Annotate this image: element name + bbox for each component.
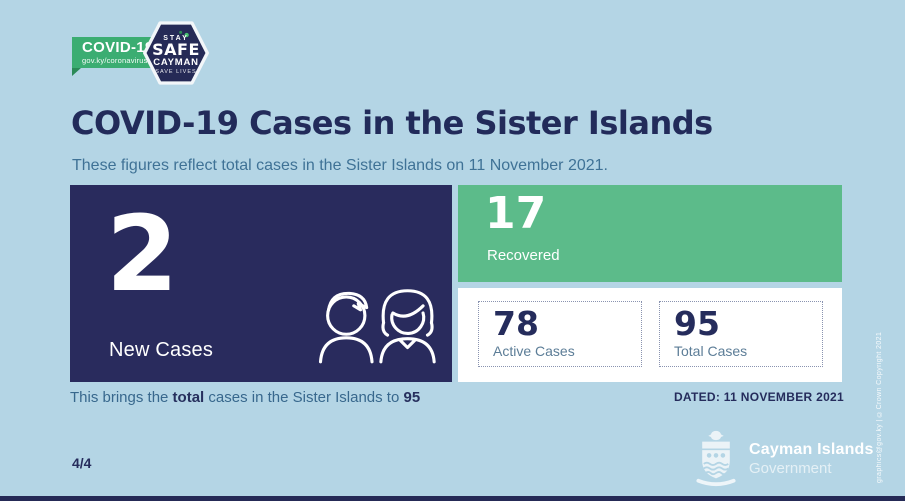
active-cases-box: 78 Active Cases: [478, 301, 642, 367]
bottom-navy-bar: [0, 496, 905, 501]
badge-line-cayman: CAYMAN: [153, 57, 199, 68]
total-cases-label: Total Cases: [674, 343, 748, 359]
copyright-text: graphics@gov.ky | ©Crown Copyright 2021: [876, 331, 883, 483]
hexagon-badge-text: STAY SAFE CAYMAN SAVE LIVES: [142, 21, 210, 85]
gov-name: Cayman Islands: [749, 440, 874, 458]
badge-line-stay: STAY: [163, 35, 189, 42]
cases-panel: 78 Active Cases 95 Total Cases: [458, 288, 842, 382]
gov-subname: Government: [749, 459, 832, 477]
ribbon-url: gov.ky/coronavirus: [82, 56, 148, 65]
badge-line-savelives: SAVE LIVES: [155, 69, 197, 75]
summary-part2: cases in the Sister Islands to: [204, 389, 404, 406]
summary-bold-95: 95: [403, 389, 421, 406]
recovered-value: 17: [485, 188, 547, 239]
total-cases-box: 95 Total Cases: [659, 301, 823, 367]
active-cases-label: Active Cases: [493, 343, 575, 359]
new-cases-label: New Cases: [109, 339, 214, 361]
summary-part1: This brings the: [70, 389, 173, 406]
dated-label: DATED: 11 NOVEMBER 2021: [673, 390, 844, 404]
ribbon-title: COVID-19: [82, 39, 154, 56]
coat-of-arms-icon: [696, 430, 736, 487]
recovered-card: 17 Recovered: [458, 185, 842, 282]
gov-logo-text: Cayman Islands Government: [749, 441, 874, 477]
ribbon-fold: [72, 68, 81, 76]
new-cases-value: 2: [106, 193, 179, 315]
badge-line-safe: SAFE: [152, 40, 200, 59]
stay-safe-cayman-badge: STAY SAFE CAYMAN SAVE LIVES: [142, 21, 210, 85]
cayman-government-logo: Cayman Islands Government: [693, 430, 874, 487]
page-number: 4/4: [72, 455, 92, 471]
active-cases-value: 78: [493, 304, 539, 343]
hexagon-badge-icon: [143, 21, 209, 85]
summary-text: This brings the total cases in the Siste…: [70, 389, 420, 406]
new-cases-card: 2 New Cases: [70, 185, 452, 382]
recovered-label: Recovered: [487, 247, 560, 264]
page-title: COVID-19 Cases in the Sister Islands: [71, 104, 713, 142]
page-subtitle: These figures reflect total cases in the…: [72, 157, 608, 174]
summary-bold-total: total: [172, 389, 205, 406]
people-icon: [318, 289, 436, 364]
total-cases-value: 95: [674, 304, 720, 343]
